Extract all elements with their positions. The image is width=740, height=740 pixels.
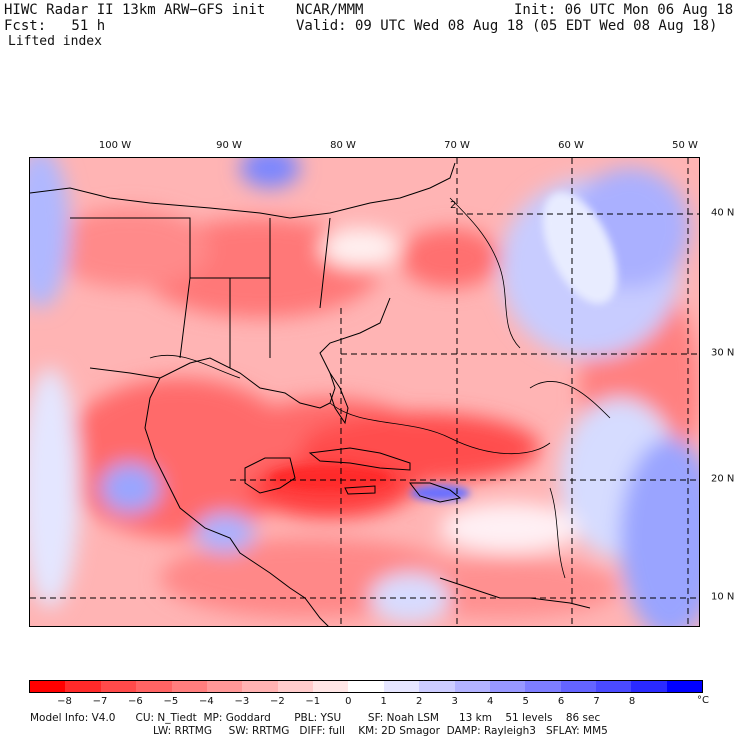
colorbar-tick-label: 8 [628, 696, 636, 707]
colorbar-swatch [348, 681, 384, 692]
colorbar-tick-label: −6 [128, 696, 143, 707]
lat-label-30n: 30 N [711, 347, 735, 359]
colorbar-tick-label: −7 [92, 696, 108, 707]
forecast-hour: Fcst: 51 h [4, 18, 106, 34]
colorbar-unit: °C [697, 695, 709, 706]
init-time: Init: 06 UTC Mon 06 Aug 18 [514, 2, 734, 18]
lat-label-10n: 10 N [711, 591, 735, 603]
colorbar-swatch [65, 681, 101, 692]
colorbar-tick-label: 0 [345, 696, 352, 707]
colorbar-swatch [136, 681, 172, 692]
colorbar-swatch [30, 681, 66, 692]
colorbar-swatch [206, 681, 243, 692]
colorbar-swatch [171, 681, 207, 692]
colorbar-swatch [454, 681, 490, 692]
valid-time: Valid: 09 UTC Wed 08 Aug 18 (05 EDT Wed … [296, 18, 718, 34]
lon-label-50w: 50 W [672, 140, 698, 151]
colorbar-tick-label: 3 [451, 696, 458, 707]
colorbar-tick-label: −1 [305, 696, 321, 707]
colorbar-tick-label: −5 [163, 696, 179, 707]
colorbar-tick-label: 2 [416, 696, 423, 707]
colorbar-tick-label: 7 [593, 696, 600, 707]
colorbar-swatch [666, 681, 703, 692]
colorbar-swatch [596, 681, 632, 692]
map-canvas: 2 [30, 158, 699, 626]
colorbar-swatch [383, 681, 420, 692]
colorbar-tick-label: 6 [557, 696, 565, 707]
colorbar-swatch [100, 681, 137, 692]
contour-label: 2 [450, 200, 456, 211]
colorbar-swatch [560, 681, 596, 692]
colorbar [29, 680, 703, 693]
colorbar-swatch [631, 681, 667, 692]
lat-label-20n: 20 N [711, 473, 735, 485]
colorbar-swatch [489, 681, 526, 692]
graticule [30, 158, 699, 626]
lifted-index-map: 2 [29, 157, 700, 627]
model-title: HIWC Radar II 13km ARW−GFS init [4, 2, 266, 18]
colorbar-tick-label: −4 [198, 696, 214, 707]
lon-label-80w: 80 W [330, 140, 356, 151]
model-info-line1: Model Info: V4.0 CU: N_Tiedt MP: Goddard… [30, 712, 601, 724]
colorbar-tick-label: 4 [486, 696, 494, 707]
coastlines [30, 162, 591, 626]
colorbar-tick-label: 1 [380, 696, 387, 707]
field-shading [30, 158, 699, 626]
colorbar-swatch [525, 681, 561, 692]
colorbar-swatch [313, 681, 349, 692]
colorbar-swatch [277, 681, 313, 692]
lon-label-60w: 60 W [558, 140, 584, 151]
field-name: Lifted index [8, 34, 102, 49]
colorbar-tick-label: −8 [57, 696, 72, 707]
lon-label-90w: 90 W [216, 140, 242, 151]
center-name: NCAR/MMM [296, 2, 364, 18]
colorbar-swatch [419, 681, 455, 692]
lon-label-100w: 100 W [98, 140, 132, 151]
colorbar-tick-label: 5 [522, 696, 529, 707]
lifted-index-contours [149, 197, 611, 579]
lat-label-40n: 40 N [711, 207, 735, 219]
colorbar-tick-label: −2 [269, 696, 285, 707]
colorbar-tick-label: −3 [234, 696, 250, 707]
lon-label-70w: 70 W [444, 140, 470, 151]
colorbar-swatch [242, 681, 278, 692]
model-info-line2: LW: RRTMG SW: RRTMG DIFF: full KM: 2D Sm… [153, 725, 608, 737]
